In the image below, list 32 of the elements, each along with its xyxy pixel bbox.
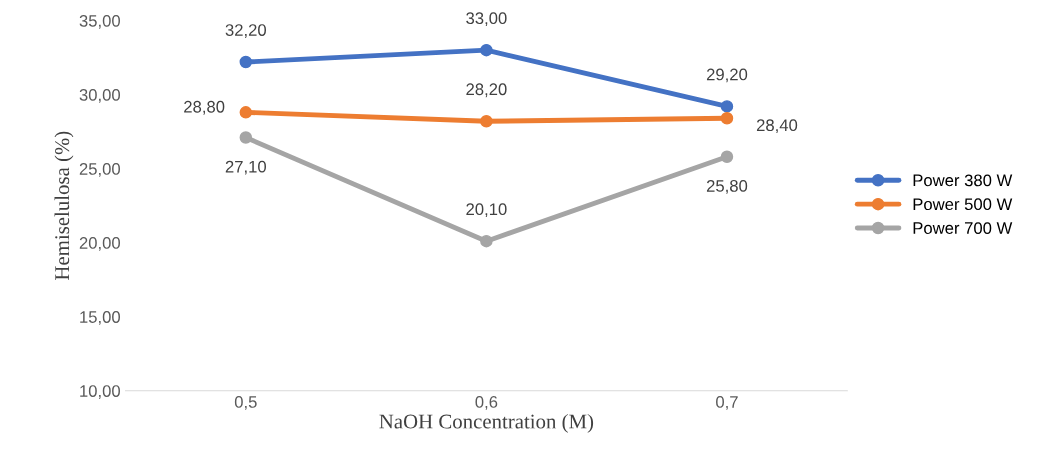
legend-label: Power 380 W (913, 174, 1013, 187)
data-label: 27,10 (225, 160, 267, 175)
point (720, 150, 734, 164)
data-label: 33,00 (466, 12, 507, 27)
point (239, 131, 253, 144)
point (720, 100, 734, 113)
point (480, 234, 493, 248)
y-tick-label: 10,00 (80, 385, 121, 399)
data-label: 28,20 (466, 83, 507, 98)
point (480, 115, 493, 128)
point (239, 55, 253, 69)
y-tick-label: 30,00 (79, 89, 121, 103)
y-axis-title: Hemiselulosa (%) (54, 131, 74, 280)
point (239, 106, 253, 119)
legend-label: Power 500 W (913, 198, 1013, 211)
x-tick-label: 0,7 (716, 396, 738, 410)
data-label: 28,80 (184, 100, 225, 115)
y-tick-label: 15,00 (80, 311, 121, 325)
data-label: 32,20 (225, 24, 267, 38)
point (480, 43, 493, 57)
y-tick-label: 35,00 (79, 14, 121, 29)
y-tick-label: 20,00 (79, 237, 121, 251)
x-axis-title: NaOH Concentration (M) (379, 413, 594, 433)
x-tick-label: 0,5 (234, 396, 257, 410)
x-tick-label: 0,6 (475, 396, 498, 410)
data-label: 20,10 (466, 203, 507, 218)
data-label: 28,40 (756, 119, 798, 134)
y-tick-label: 25,00 (79, 163, 121, 177)
legend-label: Power 700 W (913, 222, 1013, 234)
point (720, 112, 734, 125)
data-label: 29,20 (706, 68, 748, 83)
data-label: 25,80 (706, 180, 748, 194)
